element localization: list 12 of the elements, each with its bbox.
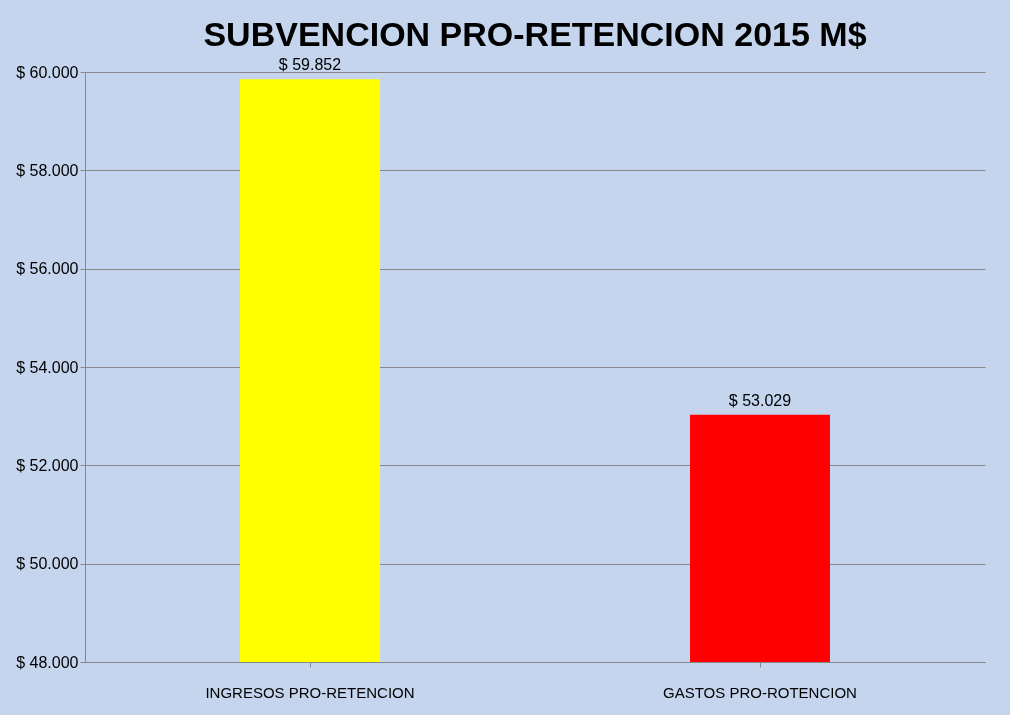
y-tick-label: $ 56.000 <box>16 260 79 278</box>
y-tick-label: $ 50.000 <box>16 555 79 573</box>
y-tick-label: $ 58.000 <box>16 161 79 179</box>
data-label: $ 53.029 <box>728 391 792 409</box>
y-tick-label: $ 52.000 <box>16 456 79 474</box>
y-tick-label: $ 48.000 <box>16 653 79 671</box>
y-tick-label: $ 54.000 <box>16 358 79 376</box>
x-tick-label: INGRESOS PRO-RETENCION <box>205 683 415 701</box>
data-label: $ 59.852 <box>278 56 342 74</box>
chart-title: SUBVENCION PRO-RETENCION 2015 M$ <box>203 15 867 54</box>
x-tick-label: GASTOS PRO-ROTENCION <box>663 683 857 701</box>
y-tick-label: $ 60.000 <box>16 63 79 81</box>
